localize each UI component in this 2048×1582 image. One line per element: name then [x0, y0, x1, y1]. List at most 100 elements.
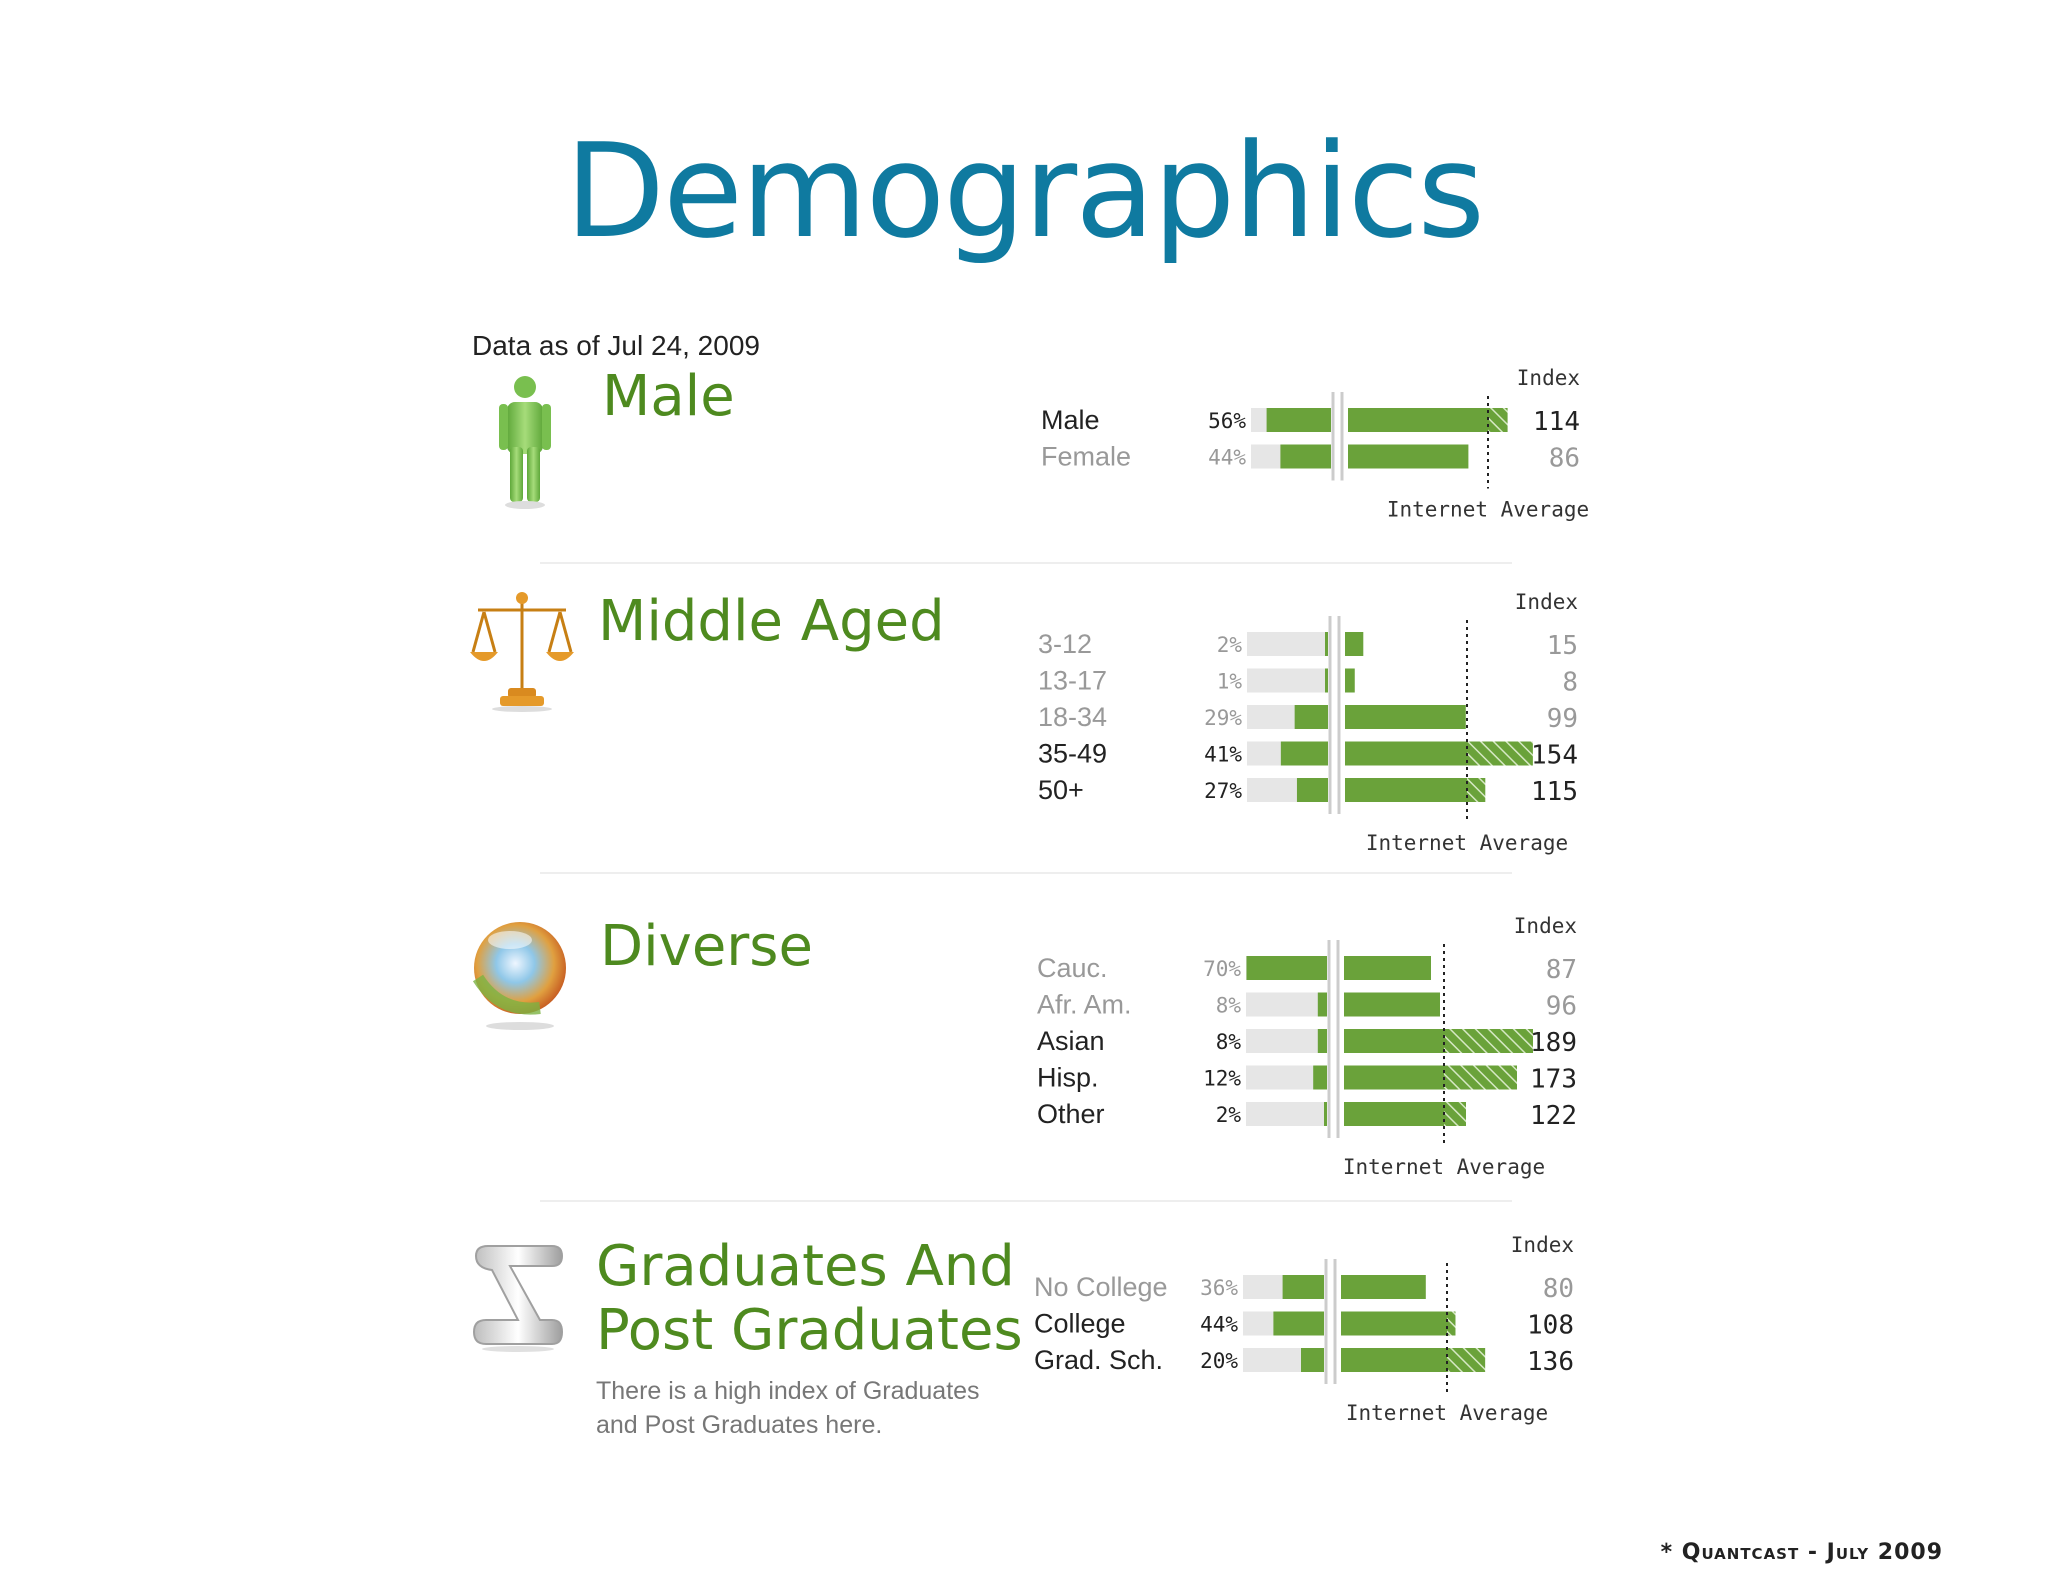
percent-label: 2% [1216, 1103, 1242, 1127]
composition-track [1246, 1102, 1327, 1126]
index-bar-excess [1488, 408, 1508, 432]
index-bar [1345, 705, 1466, 729]
index-value: 86 [1549, 444, 1580, 474]
index-value: 136 [1527, 1347, 1574, 1377]
index-bar-excess [1447, 1348, 1486, 1372]
composition-bar [1246, 956, 1327, 980]
index-value: 173 [1530, 1065, 1577, 1095]
section-description: There is a high index of Graduates and P… [596, 1377, 980, 1439]
index-value: 115 [1531, 777, 1578, 807]
index-header: Index [1511, 1233, 1574, 1257]
percent-label: 44% [1208, 446, 1246, 470]
index-bar [1345, 741, 1467, 766]
composition-bar [1313, 1065, 1327, 1090]
internet-average-label: Internet Average [1387, 498, 1589, 522]
composition-bar [1273, 1311, 1324, 1336]
composition-track [1246, 992, 1327, 1017]
globe-icon [472, 922, 566, 1030]
index-value: 154 [1531, 741, 1578, 771]
category-label: Afr. Am. [1037, 990, 1132, 1020]
index-bar-excess [1467, 741, 1533, 766]
index-bar-excess [1444, 1065, 1517, 1090]
percent-label: 27% [1204, 779, 1242, 803]
composition-bar [1317, 1029, 1327, 1053]
percent-label: 12% [1203, 1067, 1241, 1091]
section-title-male: Male [602, 364, 735, 429]
index-bar [1345, 778, 1467, 802]
index-value: 15 [1547, 631, 1578, 661]
category-label: Grad. Sch. [1034, 1345, 1163, 1375]
composition-bar [1280, 444, 1331, 469]
category-label: Male [1041, 405, 1100, 435]
index-bar [1344, 1065, 1444, 1090]
index-bar-excess [1444, 1102, 1466, 1126]
composition-bar [1301, 1348, 1324, 1372]
internet-average-label: Internet Average [1366, 831, 1568, 855]
index-bar [1344, 992, 1440, 1017]
index-value: 122 [1530, 1101, 1577, 1131]
category-label: 3-12 [1038, 629, 1092, 659]
index-value: 87 [1546, 955, 1577, 985]
percent-label: 36% [1200, 1276, 1238, 1300]
percent-label: 56% [1208, 409, 1246, 433]
composition-bar [1266, 408, 1331, 432]
category-label: 35-49 [1038, 739, 1107, 769]
section-title-middle-aged: Middle Aged [598, 589, 945, 654]
index-header: Index [1514, 914, 1577, 938]
index-bar [1345, 632, 1364, 656]
section-divider [540, 872, 1512, 874]
index-bar [1341, 1348, 1447, 1372]
composition-bar [1325, 668, 1328, 693]
composition-bar [1296, 778, 1328, 802]
index-value: 8 [1562, 668, 1578, 698]
index-bar [1345, 668, 1355, 693]
page-title: Demographics [564, 115, 1485, 267]
index-value: 96 [1546, 992, 1577, 1022]
composition-bar [1282, 1275, 1324, 1299]
source-note: * Quantcast - July 2009 [1660, 1540, 1943, 1565]
percent-label: 8% [1216, 994, 1242, 1018]
index-bar-excess [1447, 1311, 1456, 1336]
index-bar [1344, 1102, 1444, 1126]
composition-bar [1280, 741, 1328, 766]
index-value: 99 [1547, 704, 1578, 734]
index-bar [1341, 1275, 1426, 1299]
composition-bar [1325, 632, 1328, 656]
percent-label: 41% [1204, 743, 1242, 767]
category-label: Other [1037, 1099, 1105, 1129]
section-title-graduates: Graduates And Post Graduates [596, 1234, 1023, 1363]
index-bar [1348, 408, 1488, 432]
index-value: 114 [1533, 407, 1580, 437]
person-icon [499, 376, 551, 509]
percent-label: 29% [1204, 706, 1242, 730]
percent-label: 20% [1200, 1349, 1238, 1373]
scroll-icon [472, 1245, 564, 1352]
category-label: Cauc. [1037, 953, 1108, 983]
scales-icon [470, 592, 574, 712]
percent-label: 44% [1200, 1313, 1238, 1337]
composition-bar [1324, 1102, 1327, 1126]
category-label: Asian [1037, 1026, 1105, 1056]
composition-bar [1294, 705, 1328, 729]
composition-bar [1317, 992, 1327, 1017]
percent-label: 70% [1203, 957, 1241, 981]
category-label: 50+ [1038, 775, 1084, 805]
composition-track [1247, 668, 1328, 693]
section-divider [540, 562, 1512, 564]
category-label: College [1034, 1309, 1126, 1339]
index-bar [1344, 956, 1431, 980]
index-value: 80 [1543, 1274, 1574, 1304]
index-bar [1348, 444, 1469, 469]
index-value: 189 [1530, 1028, 1577, 1058]
index-header: Index [1517, 366, 1580, 390]
composition-track [1247, 632, 1328, 656]
category-label: No College [1034, 1272, 1168, 1302]
internet-average-label: Internet Average [1343, 1155, 1545, 1179]
data-date: Data as of Jul 24, 2009 [472, 330, 760, 361]
percent-label: 8% [1216, 1030, 1242, 1054]
category-label: 13-17 [1038, 666, 1107, 696]
internet-average-label: Internet Average [1346, 1401, 1548, 1425]
section-title-diverse: Diverse [600, 914, 813, 979]
index-header: Index [1515, 590, 1578, 614]
